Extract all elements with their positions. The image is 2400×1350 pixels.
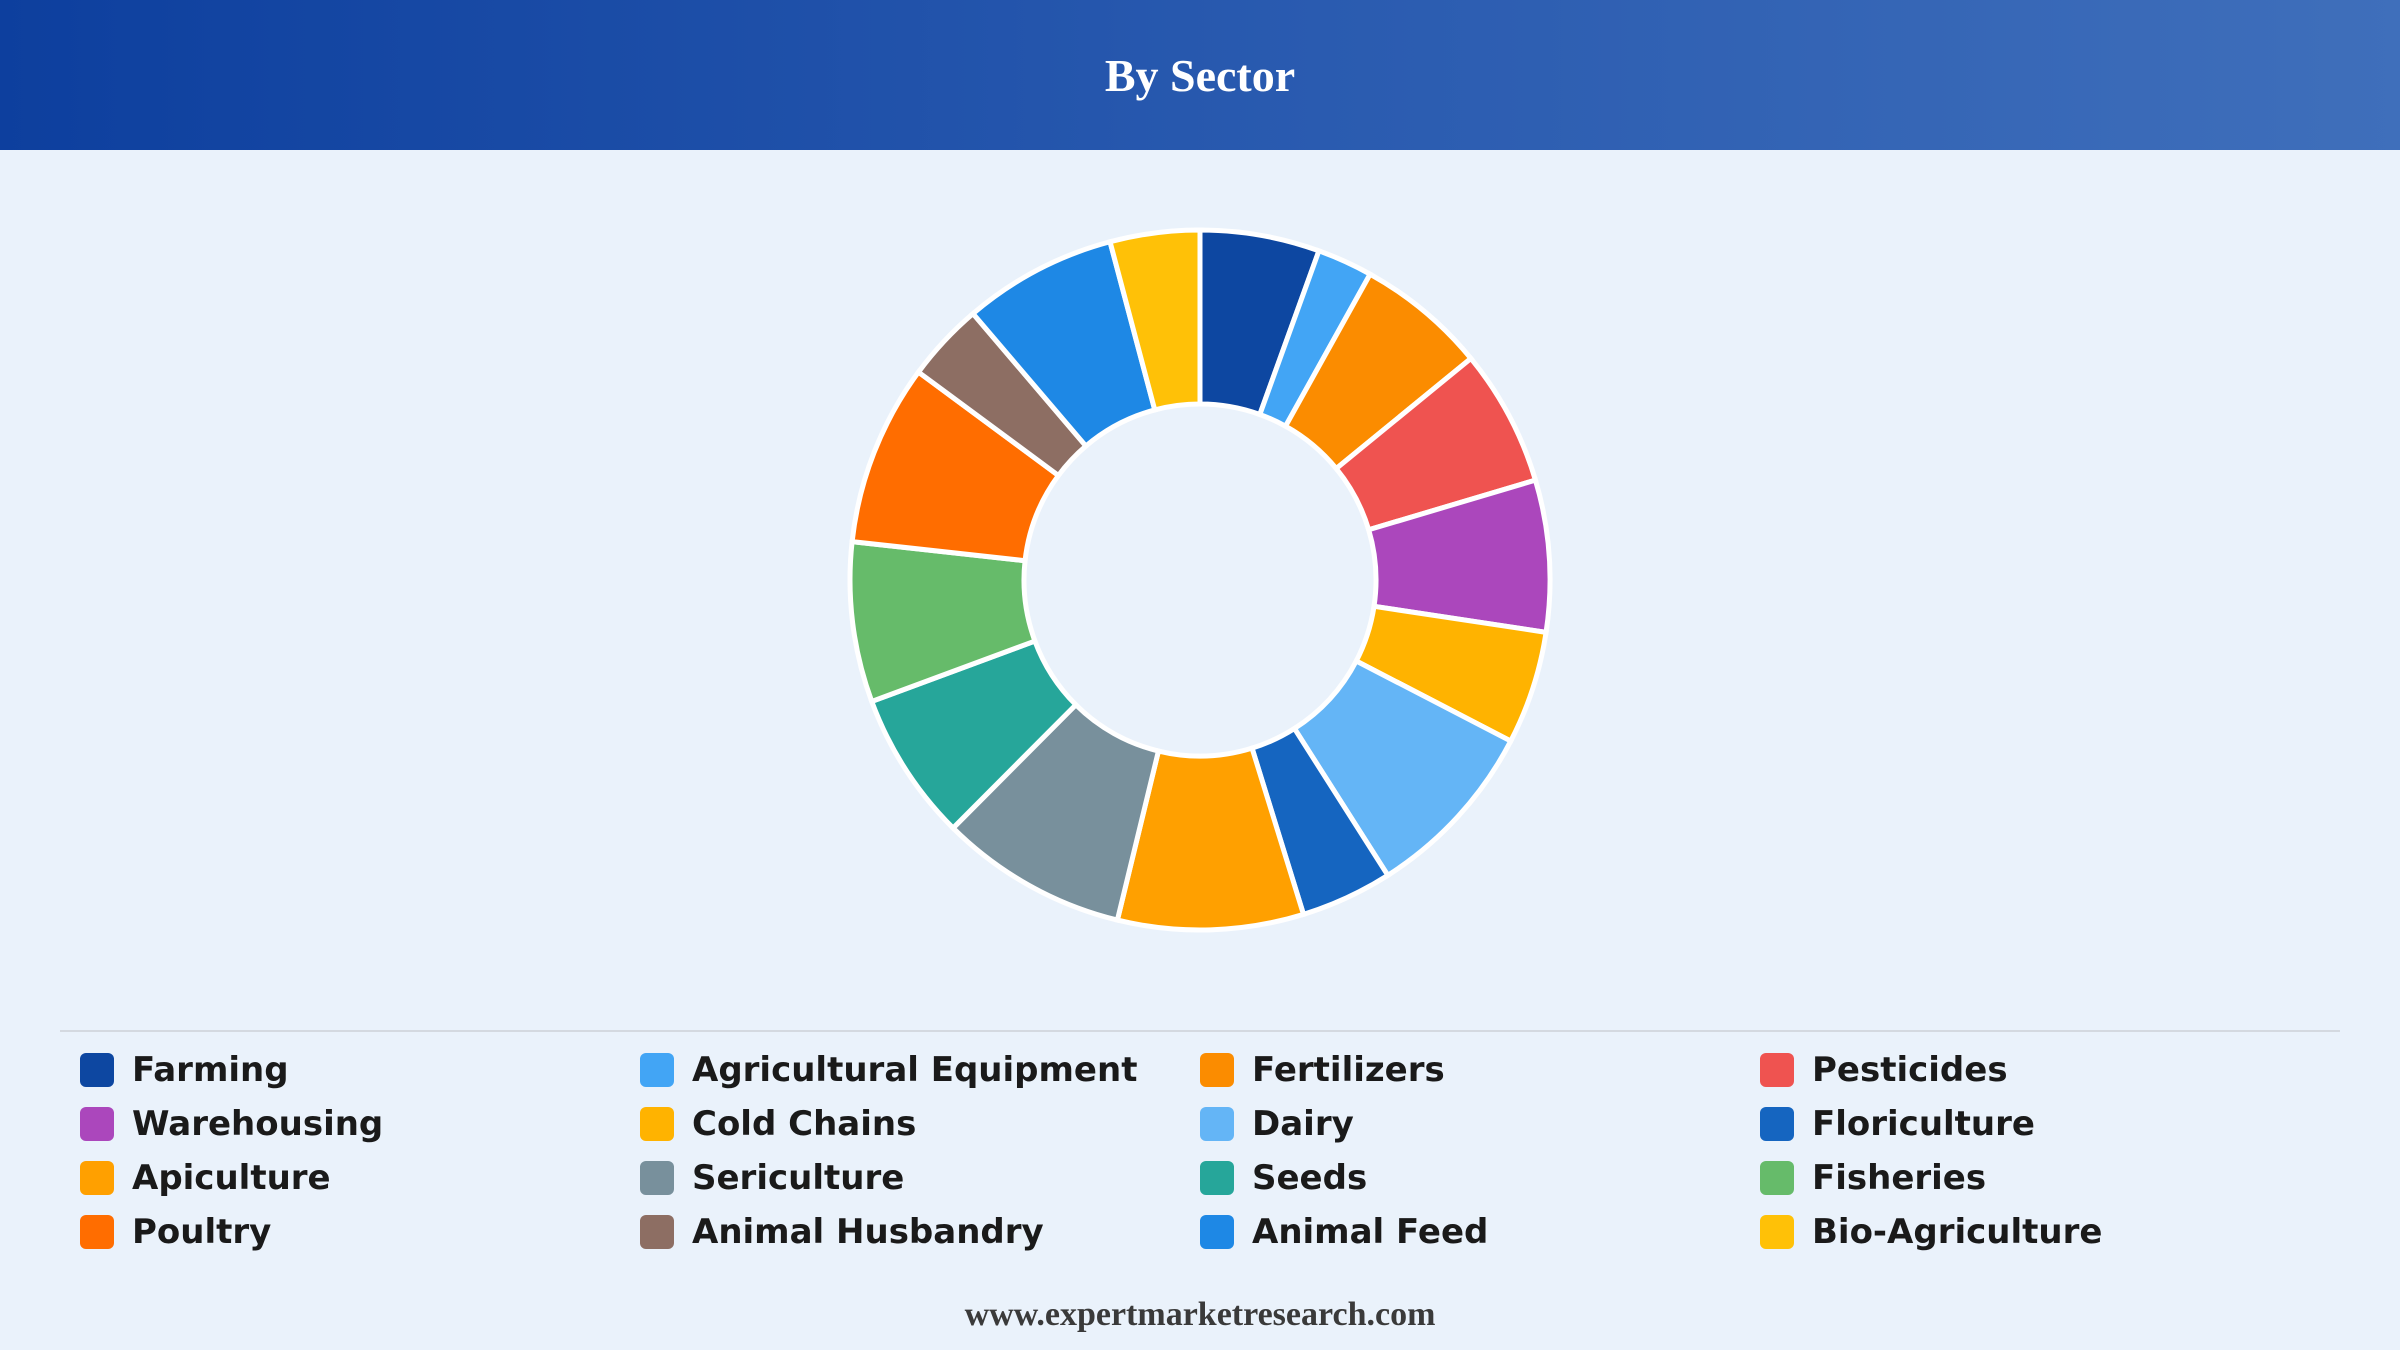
legend-swatch: [80, 1107, 114, 1141]
legend-item-floriculture: Floriculture: [1760, 1097, 2320, 1151]
donut-chart-area: [0, 150, 2400, 1020]
legend-swatch: [1200, 1215, 1234, 1249]
legend-label: Fisheries: [1812, 1158, 1987, 1198]
legend-label: Bio-Agriculture: [1812, 1212, 2103, 1252]
legend-label: Seeds: [1252, 1158, 1368, 1198]
legend-label: Poultry: [132, 1212, 272, 1252]
legend-label: Apiculture: [132, 1158, 331, 1198]
legend-swatch: [1200, 1107, 1234, 1141]
legend-item-warehousing: Warehousing: [80, 1097, 640, 1151]
legend-label: Farming: [132, 1050, 289, 1090]
legend-item-farming: Farming: [80, 1043, 640, 1097]
legend-label: Warehousing: [132, 1104, 384, 1144]
legend-divider: [60, 1030, 2340, 1032]
legend-swatch: [1760, 1161, 1794, 1195]
donut-chart: [847, 227, 1553, 933]
chart-title: By Sector: [1104, 49, 1296, 101]
legend-item-cold-chains: Cold Chains: [640, 1097, 1200, 1151]
legend-swatch: [640, 1161, 674, 1195]
legend-swatch: [1200, 1053, 1234, 1087]
donut-slice-bio-agriculture: [1106, 227, 1203, 413]
legend-label: Cold Chains: [692, 1104, 917, 1144]
chart-header: By Sector: [0, 0, 2400, 150]
chart-legend: Farming Agricultural Equipment Fertilizers…: [80, 1043, 2320, 1259]
legend-label: Floriculture: [1812, 1104, 2035, 1144]
legend-swatch: [80, 1161, 114, 1195]
legend-swatch: [80, 1053, 114, 1087]
legend-label: Animal Feed: [1252, 1212, 1489, 1252]
legend-swatch: [640, 1107, 674, 1141]
legend-label: Fertilizers: [1252, 1050, 1445, 1090]
legend-item-dairy: Dairy: [1200, 1097, 1760, 1151]
legend-swatch: [1760, 1215, 1794, 1249]
legend-item-fertilizers: Fertilizers: [1200, 1043, 1760, 1097]
legend-label: Pesticides: [1812, 1050, 2008, 1090]
legend-item-sericulture: Sericulture: [640, 1151, 1200, 1205]
legend-swatch: [640, 1215, 674, 1249]
legend-label: Animal Husbandry: [692, 1212, 1044, 1252]
legend-swatch: [80, 1215, 114, 1249]
legend-item-animal-husbandry: Animal Husbandry: [640, 1205, 1200, 1259]
legend-label: Dairy: [1252, 1104, 1354, 1144]
legend-item-pesticides: Pesticides: [1760, 1043, 2320, 1097]
legend-item-fisheries: Fisheries: [1760, 1151, 2320, 1205]
legend-item-bio-agriculture: Bio-Agriculture: [1760, 1205, 2320, 1259]
legend-swatch: [1760, 1053, 1794, 1087]
legend-label: Sericulture: [692, 1158, 905, 1198]
legend-item-apiculture: Apiculture: [80, 1151, 640, 1205]
legend-swatch: [1760, 1107, 1794, 1141]
legend-swatch: [1200, 1161, 1234, 1195]
legend-item-agricultural-equipment: Agricultural Equipment: [640, 1043, 1200, 1097]
legend-swatch: [640, 1053, 674, 1087]
legend-item-animal-feed: Animal Feed: [1200, 1205, 1760, 1259]
source-footer: www.expertmarketresearch.com: [964, 1296, 1436, 1333]
legend-item-poultry: Poultry: [80, 1205, 640, 1259]
legend-item-seeds: Seeds: [1200, 1151, 1760, 1205]
legend-label: Agricultural Equipment: [692, 1050, 1138, 1090]
